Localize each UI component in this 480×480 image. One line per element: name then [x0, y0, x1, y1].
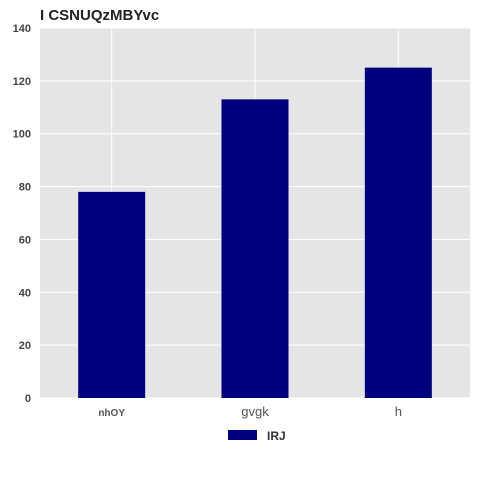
- y-tick-label: 0: [25, 393, 31, 405]
- bar-nhOY: [78, 191, 146, 398]
- y-tick-label: 20: [19, 340, 31, 352]
- y-tick-label: 40: [19, 287, 31, 299]
- y-tick-label: 120: [13, 76, 31, 88]
- legend: IRJ: [228, 429, 286, 443]
- x-tick-label-nhOY: nhOY: [98, 408, 125, 419]
- y-tick-label: 60: [19, 234, 31, 246]
- bars: [78, 67, 432, 399]
- y-tick-label: 140: [13, 23, 31, 35]
- y-axis-ticks: 0 20 40 60 80 100 120 140: [13, 23, 31, 405]
- bar-h: [364, 67, 432, 399]
- x-tick-label-h: h: [395, 404, 402, 419]
- legend-swatch-irj: [228, 430, 257, 440]
- bar-gvgk: [221, 99, 289, 398]
- legend-label-irj: IRJ: [267, 429, 286, 443]
- x-axis-ticks: nhOY gvgk h: [98, 404, 402, 419]
- chart-title: I CSNUQzMBYvc: [40, 7, 159, 24]
- y-tick-label: 80: [19, 182, 31, 194]
- x-tick-label-gvgk: gvgk: [241, 404, 269, 419]
- y-tick-label: 100: [13, 129, 31, 141]
